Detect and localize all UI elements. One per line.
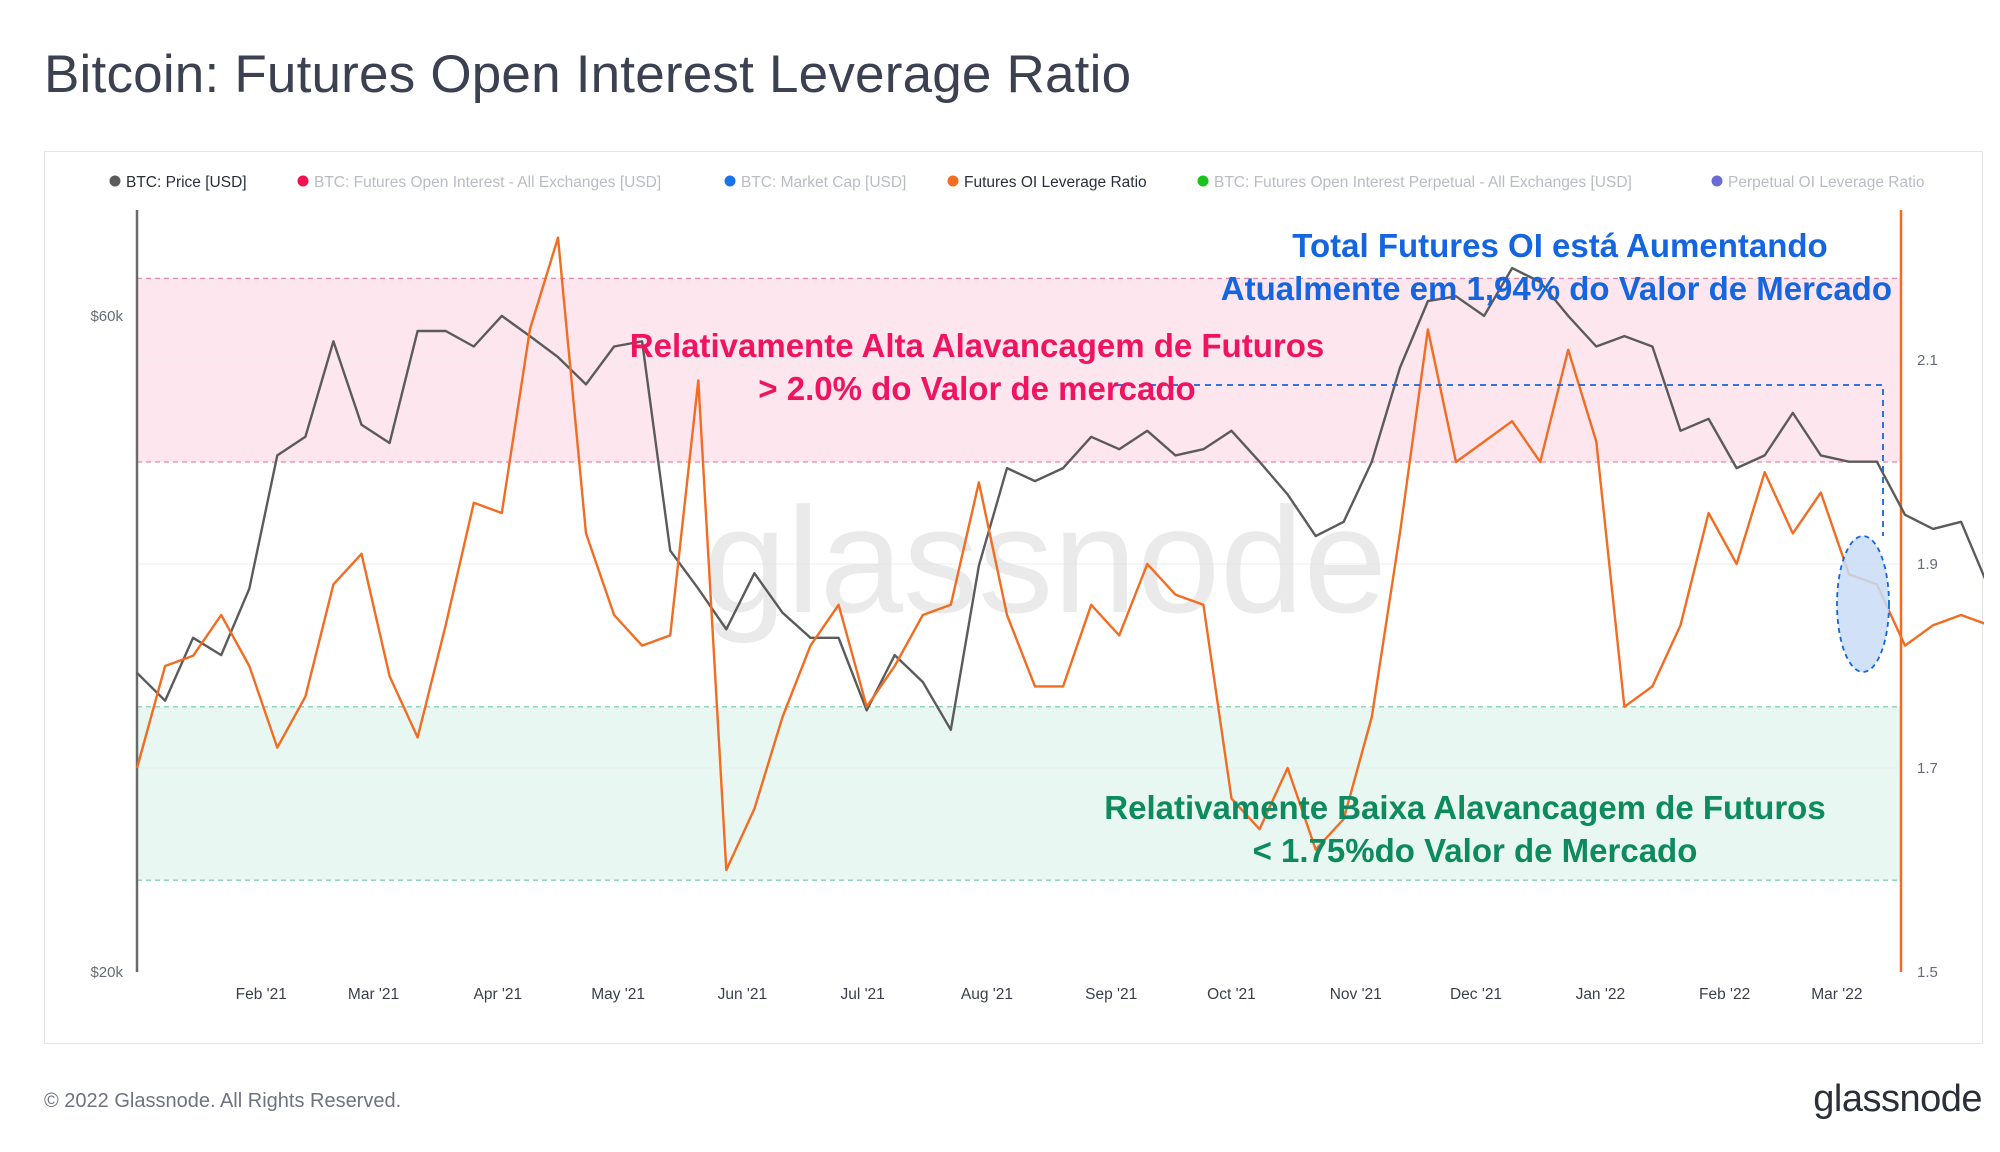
legend-item: BTC: Market Cap [USD]: [724, 174, 906, 191]
right-axis-tick: 2.1: [1917, 352, 1938, 369]
legend-dot: [1197, 175, 1209, 187]
x-axis-tick: Dec '21: [1450, 986, 1502, 1003]
legend-label: BTC: Price [USD]: [126, 174, 247, 191]
zones: [137, 277, 1901, 881]
legend-dot: [724, 175, 736, 187]
x-axis-tick: Jun '21: [718, 986, 768, 1003]
x-axis-tick: Apr '21: [473, 986, 522, 1003]
current-highlight-ellipse: [1836, 535, 1890, 673]
right-axis-tick: 1.5: [1917, 964, 1938, 981]
legend-item: BTC: Futures Open Interest - All Exchang…: [297, 174, 661, 191]
x-axis-tick: Mar '22: [1811, 986, 1862, 1003]
legend-label: Perpetual OI Leverage Ratio: [1728, 174, 1924, 191]
legend-item: BTC: Futures Open Interest Perpetual - A…: [1197, 174, 1632, 191]
legend-item: Futures OI Leverage Ratio: [947, 174, 1147, 191]
current-pointer-line: [1117, 384, 1884, 536]
legend-dot: [297, 175, 309, 187]
page-title: Bitcoin: Futures Open Interest Leverage …: [44, 45, 1132, 104]
annotation-high-zone-line1: Relativamente Alta Alavancagem de Futuro…: [630, 327, 1324, 364]
watermark: glassnode: [703, 476, 1387, 644]
x-axis-tick: May '21: [591, 986, 645, 1003]
x-axis-tick: Feb '21: [236, 986, 287, 1003]
legend-dot: [947, 175, 959, 187]
chart-legend: BTC: Price [USD] BTC: Futures Open Intere…: [109, 174, 1924, 191]
current-highlight: [1117, 384, 1890, 673]
right-axis-tick: 1.7: [1917, 760, 1938, 777]
legend-dot: [109, 175, 121, 187]
axes: 1.5 1.7 1.9 2.1 $20k $60k Feb '21 Mar '21 Apr '2…: [90, 210, 1938, 1003]
price-line: [136, 266, 1984, 731]
x-axis-tick: Nov '21: [1330, 986, 1382, 1003]
chart: BTC: Price [USD] BTC: Futures Open Intere…: [90, 174, 1984, 1003]
footer-logo: glassnode: [1813, 1078, 1982, 1120]
grid: [137, 359, 1901, 769]
legend-label: BTC: Futures Open Interest - All Exchang…: [314, 174, 661, 191]
left-axis-tick: $20k: [90, 964, 123, 981]
legend-item: Perpetual OI Leverage Ratio: [1711, 174, 1924, 191]
legend-label: BTC: Futures Open Interest Perpetual - A…: [1214, 174, 1632, 191]
annotation-current-line2: Atualmente em 1,94% do Valor de Mercado: [1221, 270, 1892, 307]
annotation-low-zone-line1: Relativamente Baixa Alavancagem de Futur…: [1104, 789, 1825, 826]
series-lines: [135, 236, 1984, 872]
leverage-ratio-line: [135, 236, 1984, 872]
x-axis-tick: Jul '21: [840, 986, 884, 1003]
legend-dot: [1711, 175, 1723, 187]
x-axis-tick: Sep '21: [1085, 986, 1137, 1003]
x-axis-tick: Jan '22: [1576, 986, 1626, 1003]
right-axis-tick: 1.9: [1917, 556, 1938, 573]
left-axis-tick: $60k: [90, 308, 123, 325]
annotation-high-zone-line2: > 2.0% do Valor de mercado: [758, 370, 1195, 407]
x-axis-tick: Feb '22: [1699, 986, 1750, 1003]
x-axis-tick: Oct '21: [1207, 986, 1256, 1003]
annotations: Relativamente Alta Alavancagem de Futuro…: [630, 227, 1892, 869]
legend-label: BTC: Market Cap [USD]: [741, 174, 906, 191]
legend-label: Futures OI Leverage Ratio: [964, 174, 1147, 191]
annotation-low-zone-line2: < 1.75%do Valor de Mercado: [1253, 832, 1698, 869]
low-zone: [137, 706, 1901, 881]
x-axis-tick: Mar '21: [348, 986, 399, 1003]
high-zone: [137, 278, 1901, 462]
x-axis-tick: Aug '21: [961, 986, 1013, 1003]
annotation-current-line1: Total Futures OI está Aumentando: [1292, 227, 1827, 264]
chart-card: BTC: Price [USD] BTC: Futures Open Intere…: [44, 151, 1984, 1044]
footer-copyright: © 2022 Glassnode. All Rights Reserved.: [44, 1090, 402, 1112]
legend-item: BTC: Price [USD]: [109, 174, 247, 191]
